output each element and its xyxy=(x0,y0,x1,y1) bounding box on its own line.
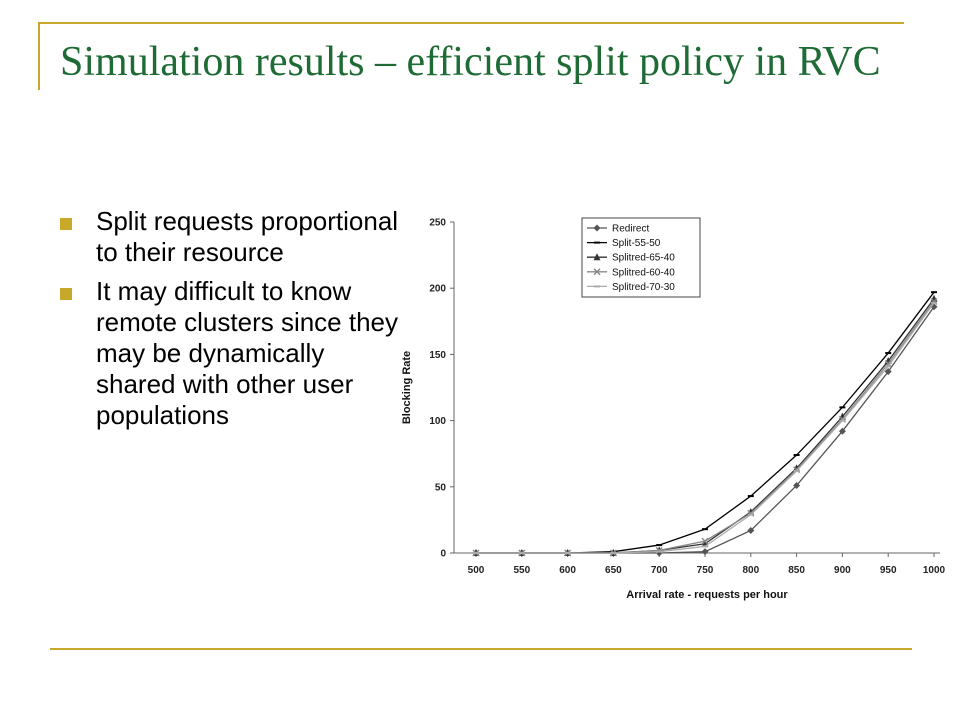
legend-label: Redirect xyxy=(612,224,649,235)
data-point xyxy=(793,469,800,472)
y-tick-label: 100 xyxy=(429,416,446,427)
data-point xyxy=(747,495,754,498)
x-tick-label: 550 xyxy=(513,565,530,576)
legend-label: Splitred-65-40 xyxy=(612,253,675,264)
data-point xyxy=(747,526,755,534)
legend-marker xyxy=(593,224,601,232)
x-axis-title: Arrival rate - requests per hour xyxy=(626,589,788,601)
series-line xyxy=(476,306,935,554)
data-point xyxy=(930,303,938,311)
bullet-item: Split requests proportional to their res… xyxy=(60,206,400,268)
bullet-item: It may difficult to know remote clusters… xyxy=(60,276,400,431)
legend-marker xyxy=(594,241,600,244)
footer-rule xyxy=(50,648,912,650)
title-rule-vertical xyxy=(38,22,40,90)
data-point xyxy=(931,301,937,304)
data-point xyxy=(885,365,892,368)
x-tick-label: 800 xyxy=(742,565,759,576)
data-point xyxy=(839,406,846,409)
data-point xyxy=(839,419,846,422)
title-rule-horizontal xyxy=(38,22,904,24)
y-tick-label: 200 xyxy=(429,284,446,295)
data-point xyxy=(884,368,892,376)
data-point xyxy=(931,291,937,294)
series-line xyxy=(476,301,935,554)
series-line xyxy=(476,291,935,554)
data-point xyxy=(701,537,709,545)
data-point xyxy=(701,548,709,556)
data-point xyxy=(793,454,800,457)
square-bullet-icon xyxy=(60,218,72,230)
y-tick-label: 150 xyxy=(429,350,446,361)
data-point xyxy=(656,544,663,547)
data-point xyxy=(656,550,663,553)
legend-label: Splitred-60-40 xyxy=(612,267,675,278)
x-tick-label: 1000 xyxy=(923,565,946,576)
x-tick-label: 500 xyxy=(468,565,485,576)
square-bullet-icon xyxy=(60,288,72,300)
data-point xyxy=(564,552,571,554)
legend-marker xyxy=(593,268,601,276)
data-point xyxy=(518,552,525,554)
chart-svg: 0 50 100 150 200 250 500 550 600 650 700 750 800 850 9… xyxy=(401,217,946,601)
x-tick-label: 650 xyxy=(605,565,622,576)
y-tick-label: 0 xyxy=(440,549,446,560)
x-tick-label: 600 xyxy=(559,565,576,576)
data-point xyxy=(885,352,892,355)
bullet-list: Split requests proportional to their res… xyxy=(60,206,400,439)
bullet-text: It may difficult to know remote clusters… xyxy=(96,276,399,430)
data-point xyxy=(747,513,754,516)
bullet-text: Split requests proportional to their res… xyxy=(96,206,399,267)
x-tick-label: 850 xyxy=(788,565,805,576)
data-point xyxy=(473,552,479,554)
x-tick-label: 750 xyxy=(697,565,714,576)
x-tick-label: 700 xyxy=(651,565,668,576)
series-line xyxy=(476,298,935,554)
data-point xyxy=(793,481,801,489)
legend-marker xyxy=(594,285,600,288)
y-tick-label: 50 xyxy=(435,482,447,493)
data-point xyxy=(702,528,708,531)
data-point xyxy=(702,545,708,548)
legend-marker xyxy=(593,253,601,261)
data-point xyxy=(610,552,617,554)
y-tick-label: 250 xyxy=(429,218,446,229)
legend-label: Split-55-50 xyxy=(612,238,661,249)
y-axis-title: Blocking Rate xyxy=(401,351,413,424)
x-tick-label: 900 xyxy=(834,565,851,576)
series-line xyxy=(476,302,935,554)
slide-title: Simulation results – efficient split pol… xyxy=(60,39,881,85)
legend-label: Splitred-70-30 xyxy=(612,282,675,293)
data-point xyxy=(838,427,846,435)
blocking-rate-chart: 0 50 100 150 200 250 500 550 600 650 700 750 800 850 9… xyxy=(392,205,952,615)
x-tick-label: 950 xyxy=(880,565,897,576)
